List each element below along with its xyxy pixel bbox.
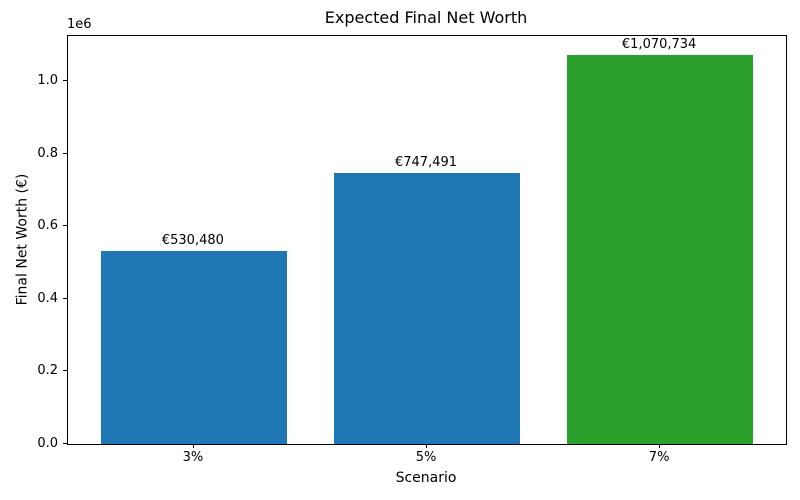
bar-7%: [566, 55, 754, 444]
x-tick-label: 5%: [415, 450, 437, 465]
y-tick-label: 0.0: [37, 436, 58, 451]
plot-area: [67, 35, 787, 445]
x-tick-mark: [426, 444, 427, 448]
y-axis-offset-label: 1e6: [67, 17, 92, 32]
bar-value-label: €530,480: [161, 233, 224, 249]
bar-5%: [333, 172, 521, 444]
y-tick-label: 0.4: [37, 290, 58, 306]
y-tick-label: 0.2: [37, 363, 58, 379]
x-axis-label: Scenario: [395, 470, 457, 486]
x-tick-label: 3%: [182, 450, 204, 465]
y-tick-label: 0.8: [37, 145, 58, 161]
y-tick-mark: [63, 297, 67, 299]
y-tick-label: 0.6: [37, 218, 58, 234]
x-tick-mark: [659, 444, 661, 448]
bar-3%: [100, 251, 288, 444]
y-tick-mark: [63, 443, 67, 444]
y-tick-mark: [63, 225, 67, 227]
chart-title: Expected Final Net Worth: [324, 8, 528, 27]
y-tick-mark: [63, 370, 67, 372]
x-tick-mark: [192, 444, 194, 448]
x-tick-label: 7%: [648, 450, 670, 465]
bar-value-label: €1,070,734: [621, 37, 697, 53]
y-tick-mark: [63, 80, 67, 82]
bar-value-label: €747,491: [394, 154, 458, 170]
y-tick-label: 1.0: [37, 73, 58, 89]
y-tick-mark: [63, 152, 67, 154]
